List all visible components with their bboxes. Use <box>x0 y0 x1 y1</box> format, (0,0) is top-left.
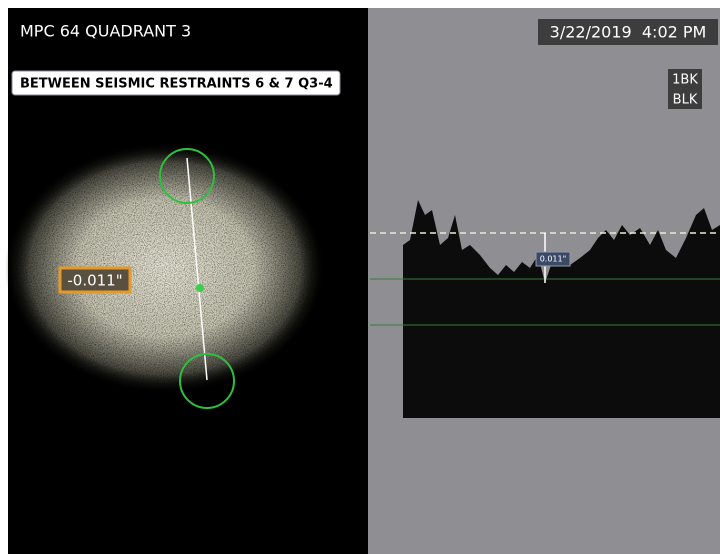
page: MPC 64 QUADRANT 3 BETWEEN SEISMIC RESTRA… <box>0 0 720 554</box>
tag: BLK <box>673 93 698 108</box>
measurement: -0.011" <box>67 272 122 290</box>
datetime: 3/22/2019 4:02 PM <box>550 23 707 42</box>
screen: MPC 64 QUADRANT 3 BETWEEN SEISMIC RESTRA… <box>0 0 720 554</box>
title: MPC 64 QUADRANT 3 <box>20 22 191 41</box>
tag: 1BK <box>672 73 698 88</box>
depth-label: 0.011" <box>540 255 567 264</box>
annotation: BETWEEN SEISMIC RESTRAINTS 6 & 7 Q3-4 <box>20 77 333 92</box>
cursor-point <box>196 284 204 292</box>
